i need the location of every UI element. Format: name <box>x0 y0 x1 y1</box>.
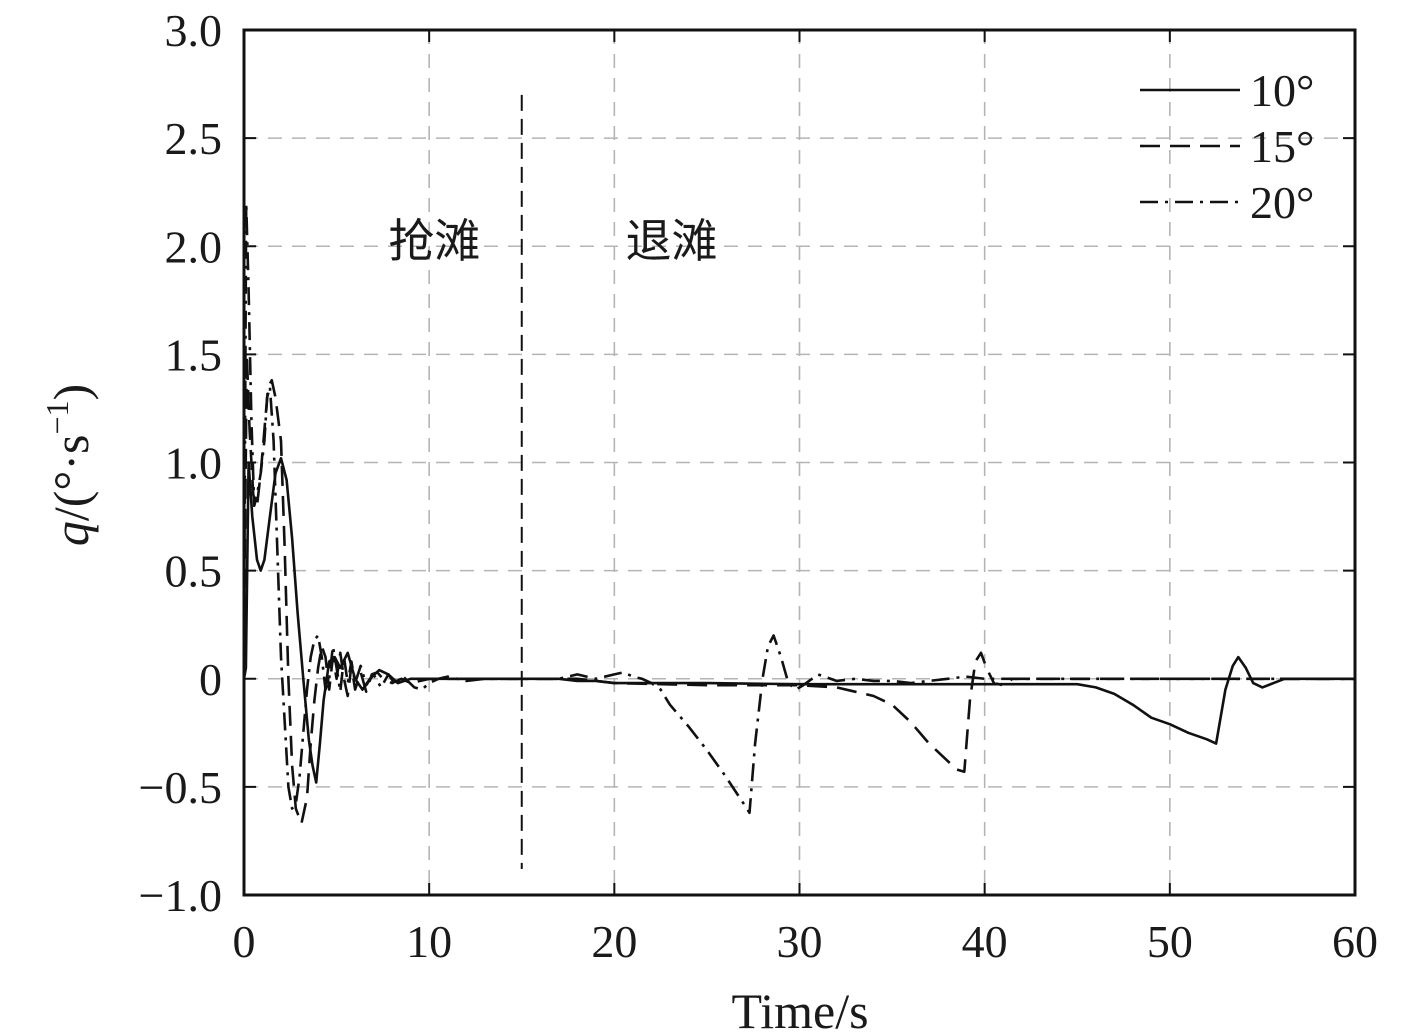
y-tick-label: 3.0 <box>165 5 223 56</box>
phase-label-retreat: 退滩 <box>625 214 717 268</box>
x-tick-label: 60 <box>1332 916 1378 967</box>
y-tick-labels: −1.0 −0.5 0 0.5 1.0 1.5 2.0 2.5 3.0 <box>139 5 222 921</box>
x-tick-label: 30 <box>777 916 823 967</box>
x-tick-labels: 0 10 20 30 40 50 60 <box>233 916 1379 967</box>
y-axis-label-unit: /(°·s <box>43 435 99 522</box>
annotations: 抢滩 退滩 <box>388 94 717 870</box>
y-tick-label: 2.0 <box>165 221 223 272</box>
legend: 10°15°20° <box>1140 65 1314 228</box>
svg-text:q/(°·s−1): q/(°·s−1) <box>39 384 99 546</box>
y-tick-label: −0.5 <box>139 762 222 813</box>
x-tick-label: 40 <box>962 916 1008 967</box>
y-tick-label: 1.0 <box>165 438 223 489</box>
y-tick-label: 0.5 <box>165 546 223 597</box>
y-axis-label-exponent: −1 <box>39 400 75 434</box>
series-line-dashed <box>242 353 1355 825</box>
x-tick-label: 20 <box>591 916 637 967</box>
x-axis-label: Time/s <box>731 983 868 1035</box>
legend-label: 10° <box>1250 65 1314 116</box>
x-tick-label: 0 <box>233 916 256 967</box>
legend-label: 20° <box>1250 177 1314 228</box>
x-tick-label: 50 <box>1147 916 1193 967</box>
series-line-dashdot <box>242 201 1355 815</box>
legend-label: 15° <box>1250 121 1314 172</box>
x-tick-label: 10 <box>406 916 452 967</box>
y-tick-label: 2.5 <box>165 113 223 164</box>
y-tick-label: −1.0 <box>139 870 222 921</box>
y-tick-label: 1.5 <box>165 329 223 380</box>
y-axis-label-symbol: q <box>43 521 99 546</box>
phase-label-beach: 抢滩 <box>388 214 480 268</box>
series-layer <box>242 201 1355 825</box>
y-axis-label: q/(°·s−1) <box>39 384 99 546</box>
grid <box>244 30 1355 895</box>
y-axis-label-close: ) <box>43 384 99 401</box>
series-line-solid <box>242 456 1355 784</box>
axis-ticks <box>243 29 1356 896</box>
y-tick-label: 0 <box>199 654 222 705</box>
